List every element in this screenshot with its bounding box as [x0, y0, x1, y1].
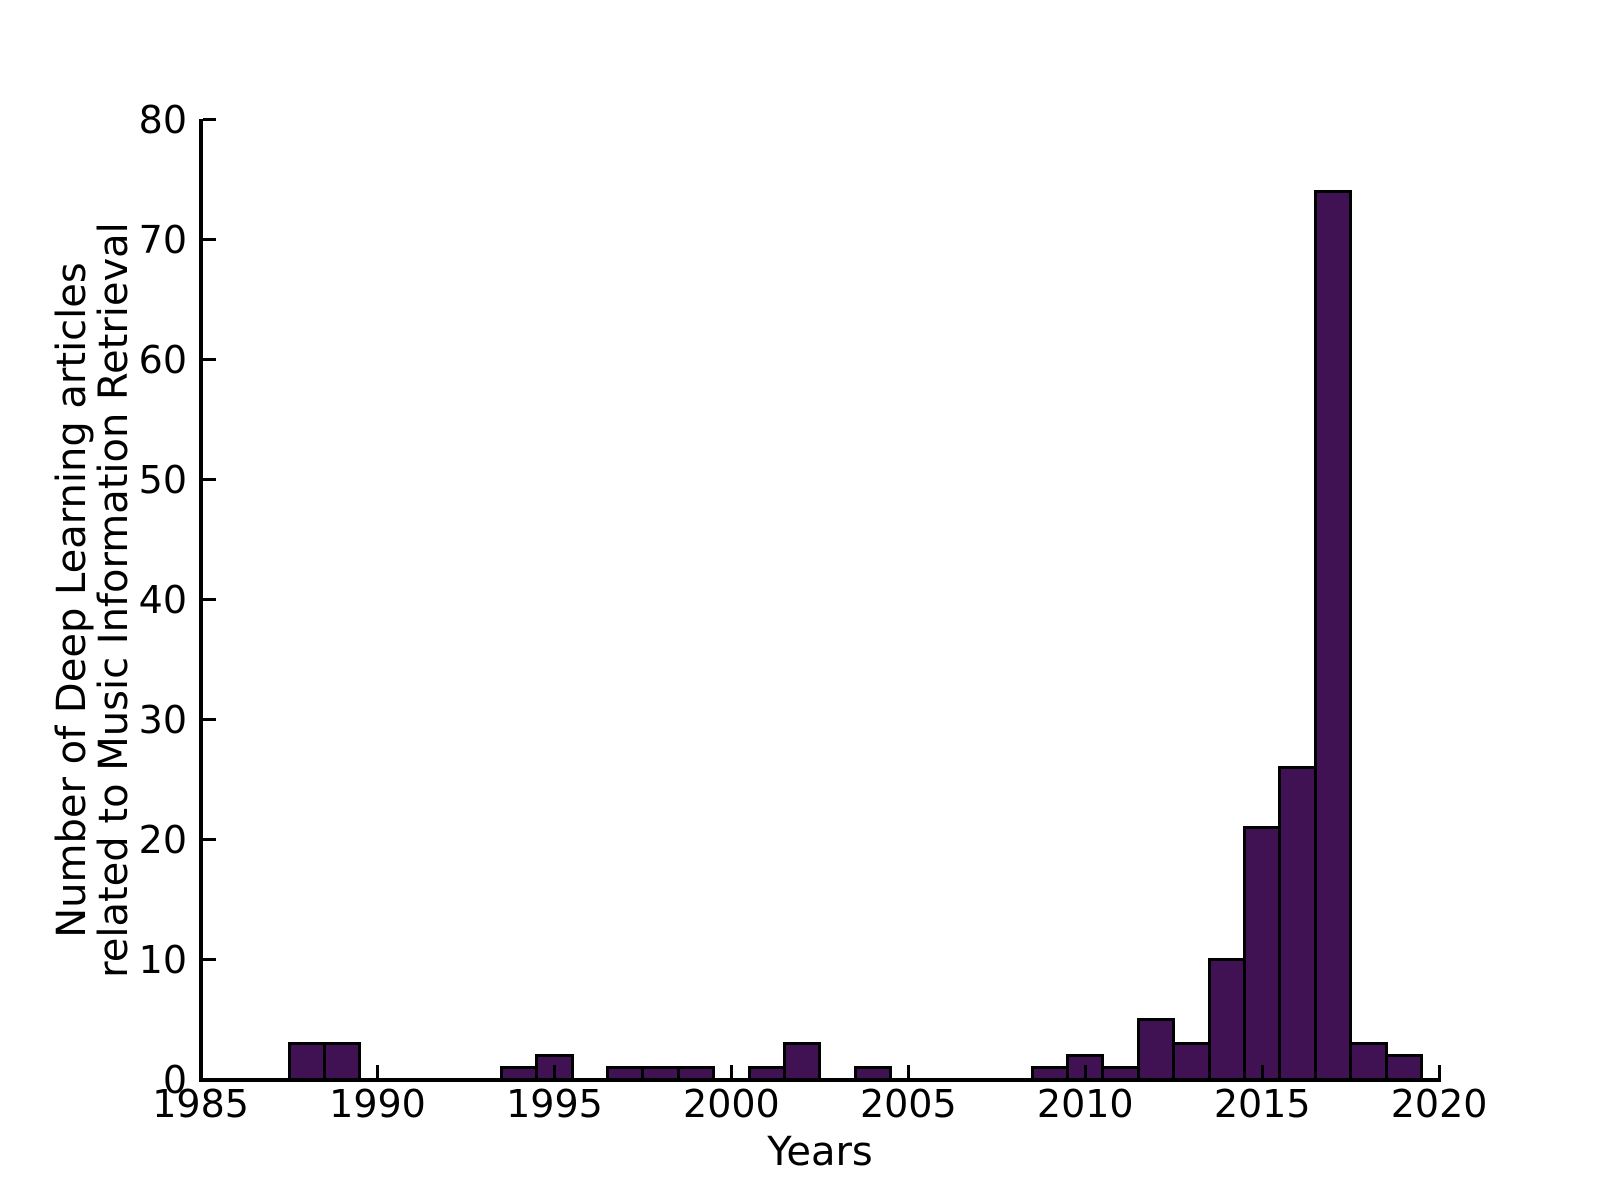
x-tick-2015	[1260, 1065, 1264, 1078]
bar-2014	[1207, 958, 1246, 1081]
y-tick-50	[202, 478, 216, 482]
y-tick-60	[202, 358, 216, 362]
bar-2019	[1384, 1054, 1423, 1081]
y-tick-40	[202, 598, 216, 602]
y-tick-label-10: 10	[138, 937, 187, 982]
y-tick-label-60: 60	[138, 337, 187, 382]
x-tick-label-2015: 2015	[1213, 1082, 1311, 1126]
y-tick-label-0: 0	[162, 1057, 187, 1102]
bar-1989	[322, 1042, 362, 1081]
x-tick-2005	[906, 1065, 910, 1078]
x-axis-label: Years	[767, 1129, 873, 1175]
x-tick-label-2020: 2020	[1390, 1082, 1488, 1126]
y-tick-label-80: 80	[138, 97, 187, 142]
x-tick-label-2000: 2000	[683, 1082, 780, 1126]
x-tick-1990	[376, 1065, 380, 1078]
y-tick-30	[202, 718, 216, 722]
y-tick-label-50: 50	[138, 457, 187, 502]
y-tick-label-30: 30	[138, 697, 187, 742]
bar-2016	[1278, 766, 1317, 1081]
y-tick-80	[202, 118, 216, 122]
bar-2013	[1172, 1042, 1211, 1081]
x-tick-label-1995: 1995	[506, 1082, 603, 1126]
x-tick-2010	[1083, 1065, 1087, 1078]
y-tick-70	[202, 238, 216, 242]
bar-2012	[1136, 1018, 1176, 1081]
y-tick-label-20: 20	[138, 817, 187, 862]
x-tick-label-1985: 1985	[152, 1082, 249, 1126]
bar-2017	[1313, 190, 1353, 1081]
x-tick-2000	[729, 1065, 733, 1078]
y-tick-label-40: 40	[138, 577, 187, 622]
x-tick-1995	[552, 1065, 556, 1078]
y-tick-20	[202, 838, 216, 842]
x-tick-label-2005: 2005	[859, 1082, 957, 1126]
bar-2018	[1349, 1042, 1388, 1081]
x-tick-label-2010: 2010	[1036, 1082, 1134, 1126]
bar-1988	[287, 1042, 326, 1081]
bar-2002	[782, 1042, 822, 1081]
bar-2015	[1242, 826, 1282, 1081]
x-tick-2020	[1437, 1065, 1441, 1078]
x-axis-spine	[199, 1078, 1441, 1082]
y-tick-10	[202, 958, 216, 962]
y-tick-label-70: 70	[138, 217, 187, 262]
y-axis-spine	[199, 118, 203, 1082]
x-tick-label-1990: 1990	[329, 1082, 426, 1126]
